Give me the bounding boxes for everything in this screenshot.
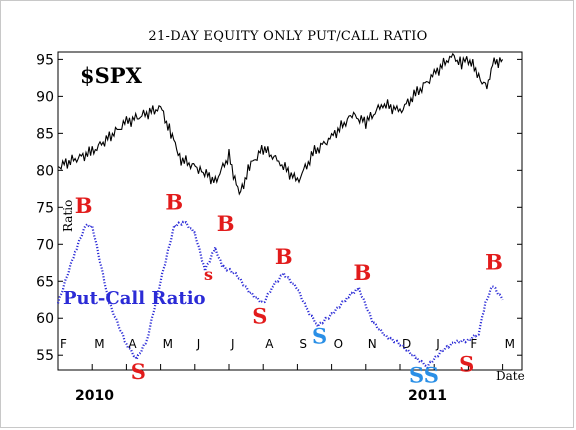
ratio-series-line xyxy=(56,220,504,370)
year-label-2010: 2010 xyxy=(75,388,114,404)
y-tick-label: 75 xyxy=(36,200,54,216)
y-tick-label: 90 xyxy=(36,89,54,105)
series-layer xyxy=(56,52,504,370)
sell-signal: S xyxy=(252,303,267,328)
month-label: F xyxy=(470,337,477,351)
month-label: J xyxy=(230,337,235,351)
buy-signal: B xyxy=(275,244,293,269)
sell-signal: S xyxy=(312,323,327,348)
plot-area xyxy=(57,51,523,371)
sell-signal: SS xyxy=(409,363,439,388)
month-label: A xyxy=(128,337,137,351)
year-label-2011: 2011 xyxy=(408,388,447,404)
buy-signal: B xyxy=(165,190,183,215)
month-label: J xyxy=(435,337,440,351)
sell-signal: S xyxy=(459,351,474,376)
buy-signal: B xyxy=(75,193,93,218)
month-label: J xyxy=(196,337,201,351)
sell-signal: S xyxy=(131,359,146,384)
month-label: N xyxy=(368,337,377,351)
month-label: M xyxy=(94,337,104,351)
month-label: F xyxy=(60,337,67,351)
buy-signal: B xyxy=(217,211,235,236)
buy-signal: B xyxy=(354,260,372,285)
price-series-label: $SPX xyxy=(80,63,143,88)
y-tick-label: 80 xyxy=(36,163,54,179)
month-label: D xyxy=(402,337,411,351)
month-label: M xyxy=(505,337,515,351)
y-tick-label: 95 xyxy=(36,52,54,68)
ratio-series-label: Put-Call Ratio xyxy=(63,288,206,309)
sell-signal: s xyxy=(204,265,213,284)
y-tick-label: 55 xyxy=(36,348,54,364)
y-tick-label: 70 xyxy=(36,237,54,253)
plot-border xyxy=(57,51,523,371)
month-label: O xyxy=(334,337,343,351)
chart-title: 21-DAY EQUITY ONLY PUT/CALL RATIO xyxy=(148,29,427,44)
buy-signal: B xyxy=(485,249,503,274)
y-axis: 55 60 65 70 75 80 85 90 95 xyxy=(36,52,522,364)
month-label: A xyxy=(265,337,274,351)
month-label: S xyxy=(299,337,307,351)
ratio-axis-label: Ratio xyxy=(61,200,75,232)
month-label: M xyxy=(163,337,173,351)
y-tick-label: 60 xyxy=(36,311,54,327)
price-series-line xyxy=(57,52,504,196)
y-tick-label: 65 xyxy=(36,274,54,290)
y-tick-label: 85 xyxy=(36,126,54,142)
x-axis-label: Date xyxy=(496,369,525,383)
